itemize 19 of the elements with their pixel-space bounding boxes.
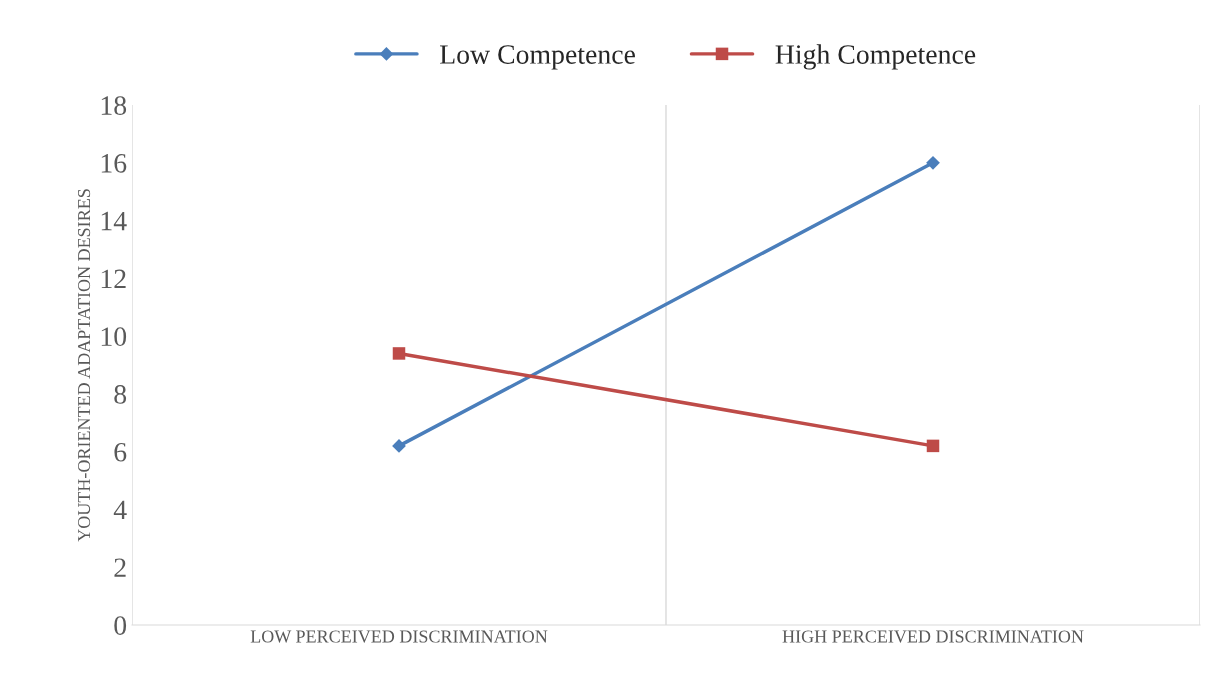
- point: [392, 439, 406, 453]
- x-tick-label: HIGH PERCEIVED DISCRIMINATION: [782, 630, 1084, 643]
- point: [392, 347, 406, 360]
- legend-label: Low Competence: [440, 45, 635, 70]
- y-tick-label: 18: [101, 96, 127, 115]
- y-tick-label: 0: [114, 616, 127, 635]
- legend-label: High Competence: [775, 44, 976, 70]
- x-tick-label: LOW PERCEIVED DISCRIMINATION: [250, 630, 548, 643]
- y-tick-label: 8: [114, 385, 127, 404]
- y-tick-label: 12: [101, 269, 126, 288]
- y-tick-label: 6: [114, 442, 127, 462]
- point: [926, 155, 940, 170]
- point: [926, 439, 940, 453]
- y-tick-label: 14: [101, 211, 127, 231]
- y-axis-title: YOUTH-ORIENTED ADAPTATION DESIRES: [78, 189, 91, 542]
- y-tick-label: 2: [114, 558, 126, 577]
- y-tick-label: 16: [101, 154, 127, 173]
- y-tick-label: 4: [113, 500, 127, 520]
- y-tick-label: 10: [101, 327, 127, 347]
